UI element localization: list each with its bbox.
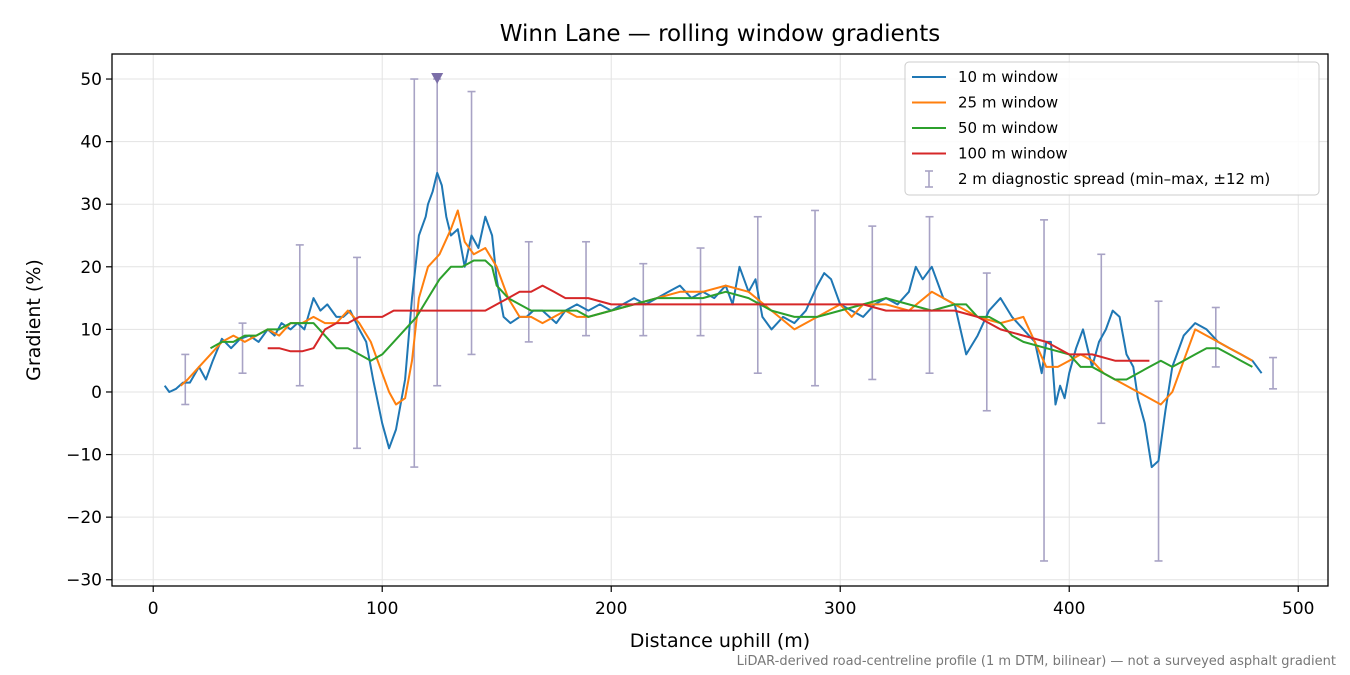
x-tick-label: 100 xyxy=(366,599,398,619)
series-line xyxy=(163,171,1263,469)
legend-box xyxy=(904,61,1320,196)
chart-title: Winn Lane — rolling window gradients xyxy=(500,21,940,47)
x-tick-label: 0 xyxy=(148,599,159,619)
legend-label: 25 m window xyxy=(958,94,1058,112)
x-tick-label: 300 xyxy=(824,599,856,619)
series-line xyxy=(210,259,1253,381)
legend-label: 50 m window xyxy=(958,119,1058,137)
y-tick-label: 10 xyxy=(80,320,102,340)
series-line xyxy=(180,209,1253,406)
y-tick-label: 30 xyxy=(80,195,102,215)
y-tick-label: 40 xyxy=(80,133,102,153)
y-tick-label: 0 xyxy=(91,383,102,403)
y-tick-label: −20 xyxy=(66,508,102,528)
axis-ticks: 0 100 200 300 400 500 −30 −20 −10 0 10 20 30 40 50 xyxy=(66,70,1314,619)
legend-label: 10 m window xyxy=(958,68,1058,86)
clipped-marker xyxy=(431,73,444,85)
y-tick-label: 20 xyxy=(80,258,102,278)
legend-label: 2 m diagnostic spread (min–max, ±12 m) xyxy=(958,170,1270,188)
footnote: LiDAR-derived road-centreline profile (1… xyxy=(737,654,1336,669)
y-tick-label: −10 xyxy=(66,446,102,466)
y-axis-label: Gradient (%) xyxy=(23,259,45,381)
legend-label: 100 m window xyxy=(958,145,1068,163)
series-line xyxy=(267,284,1150,362)
x-axis-label: Distance uphill (m) xyxy=(630,630,810,652)
x-tick-label: 200 xyxy=(595,599,627,619)
legend: 10 m window 25 m window 50 m window 100 m w… xyxy=(904,61,1320,196)
x-tick-label: 500 xyxy=(1282,599,1314,619)
y-tick-label: −30 xyxy=(66,571,102,591)
series-lines xyxy=(163,171,1263,469)
y-tick-label: 50 xyxy=(80,70,102,90)
x-tick-label: 400 xyxy=(1053,599,1085,619)
plot-frame xyxy=(111,53,1329,587)
